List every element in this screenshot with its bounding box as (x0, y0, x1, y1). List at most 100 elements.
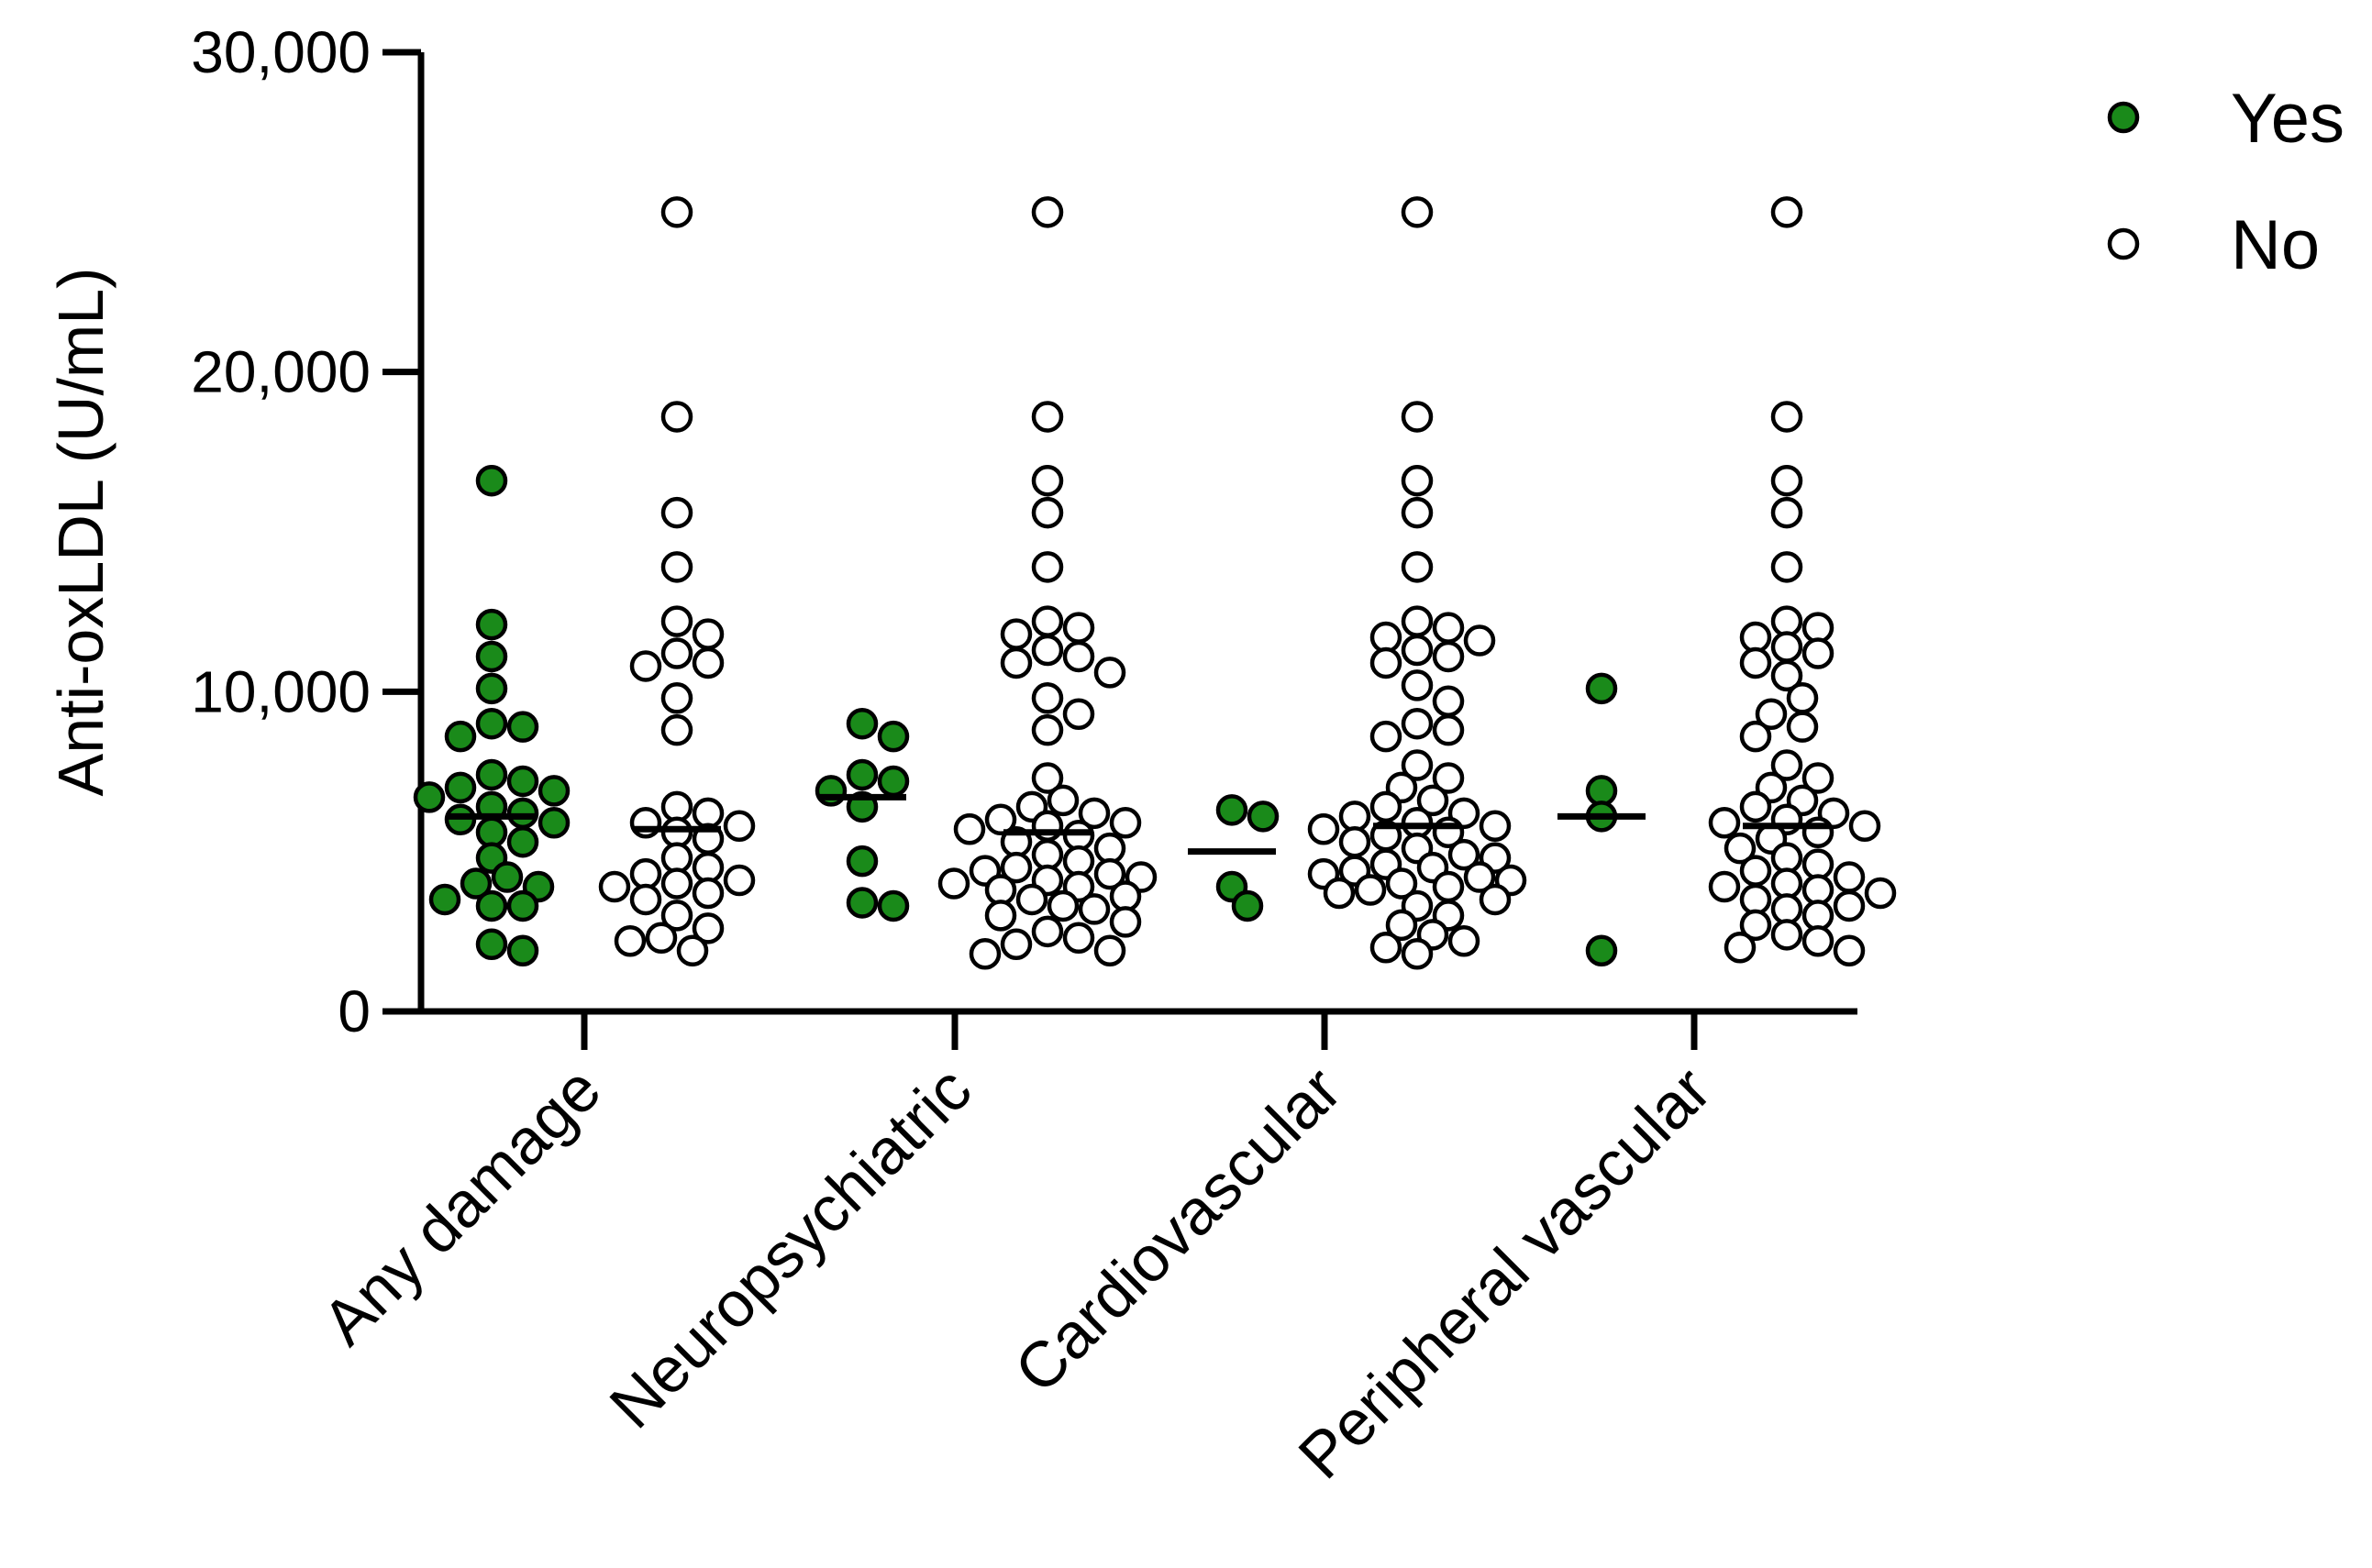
no-point (660, 551, 693, 583)
no-point (1369, 720, 1402, 753)
no-point (1031, 196, 1064, 228)
no-point (1338, 825, 1371, 858)
yes-point (538, 807, 571, 839)
no-point (1755, 698, 1788, 730)
no-point (1078, 797, 1111, 830)
no-point (1093, 857, 1126, 890)
no-point (1062, 612, 1095, 644)
no-point (660, 682, 693, 714)
no-point (1770, 919, 1803, 951)
yes-point (475, 758, 508, 791)
no-point (660, 842, 693, 874)
no-point (1724, 832, 1757, 865)
no-point (1463, 624, 1496, 657)
no-point (1770, 551, 1803, 583)
no-point (1323, 877, 1356, 910)
no-point (1401, 196, 1434, 228)
yes-point (506, 889, 539, 922)
no-point (1015, 883, 1048, 916)
yes-point (491, 861, 524, 893)
no-point (1770, 893, 1803, 925)
no-point (645, 922, 678, 955)
no-point (1062, 845, 1095, 878)
no-point (1801, 637, 1834, 669)
no-point (1031, 634, 1064, 667)
yes-point (475, 464, 508, 497)
yes-point (538, 775, 571, 807)
yes-point (846, 845, 879, 878)
no-point (723, 810, 756, 843)
no-point (1369, 621, 1402, 654)
points (413, 196, 1897, 970)
no-point (984, 874, 1017, 906)
no-point (629, 857, 662, 890)
no-point (692, 912, 725, 944)
no-point (1739, 909, 1772, 942)
no-point (1385, 909, 1418, 942)
no-point (1000, 851, 1033, 884)
yes-point (506, 765, 539, 798)
no-point (1093, 934, 1126, 967)
legend-marker-yes (2107, 101, 2140, 134)
yes-point (506, 934, 539, 967)
no-point (1801, 848, 1834, 880)
no-point (1000, 646, 1033, 679)
no-point (1047, 784, 1080, 817)
no-point (1062, 698, 1095, 730)
no-point (1864, 877, 1897, 910)
no-point (1031, 551, 1064, 583)
no-point (1354, 874, 1387, 906)
y-tick-label: 10,000 (191, 658, 371, 724)
y-tick-label: 0 (338, 978, 371, 1044)
no-point (1031, 464, 1064, 497)
no-point (660, 496, 693, 529)
no-point (660, 196, 693, 228)
no-point (1786, 711, 1819, 743)
no-point (1770, 867, 1803, 900)
no-point (1739, 883, 1772, 916)
x-category-label: Neuropsychiatric (596, 1053, 985, 1441)
no-point (1708, 807, 1741, 839)
no-point (1031, 496, 1064, 529)
yes-point (444, 771, 477, 804)
yes-point (1585, 775, 1618, 807)
no-point (692, 851, 725, 884)
no-point (1770, 401, 1803, 433)
no-point (969, 937, 1002, 970)
no-point (1432, 870, 1465, 903)
yes-point (877, 765, 910, 798)
yes-point (475, 816, 508, 848)
no-point (1801, 762, 1834, 794)
no-point (1770, 464, 1803, 497)
no-point (1031, 915, 1064, 948)
no-point (1401, 605, 1434, 637)
yes-point (475, 672, 508, 705)
yes-point (475, 928, 508, 961)
yes-point (846, 707, 879, 740)
y-axis-title: Anti-oxLDL (U/mL) (45, 268, 116, 797)
yes-point (877, 889, 910, 922)
legend-label-no: No (2231, 206, 2320, 284)
no-point (676, 934, 709, 967)
no-point (1031, 838, 1064, 871)
no-point (660, 790, 693, 823)
y-tick-label: 30,000 (191, 19, 371, 85)
no-point (1801, 816, 1834, 848)
no-point (1109, 880, 1142, 912)
yes-point (1585, 934, 1618, 967)
no-point (1109, 807, 1142, 839)
yes-point (444, 720, 477, 753)
yes-point (506, 825, 539, 858)
no-point (1479, 810, 1512, 843)
no-point (692, 618, 725, 650)
x-category-label: Any damage (309, 1053, 615, 1358)
no-point (1432, 612, 1465, 644)
yes-point (506, 711, 539, 743)
no-point (1833, 861, 1866, 893)
no-point (1801, 900, 1834, 932)
no-point (1770, 842, 1803, 874)
no-point (1447, 838, 1480, 871)
no-point (1739, 646, 1772, 679)
yes-point (460, 867, 493, 900)
